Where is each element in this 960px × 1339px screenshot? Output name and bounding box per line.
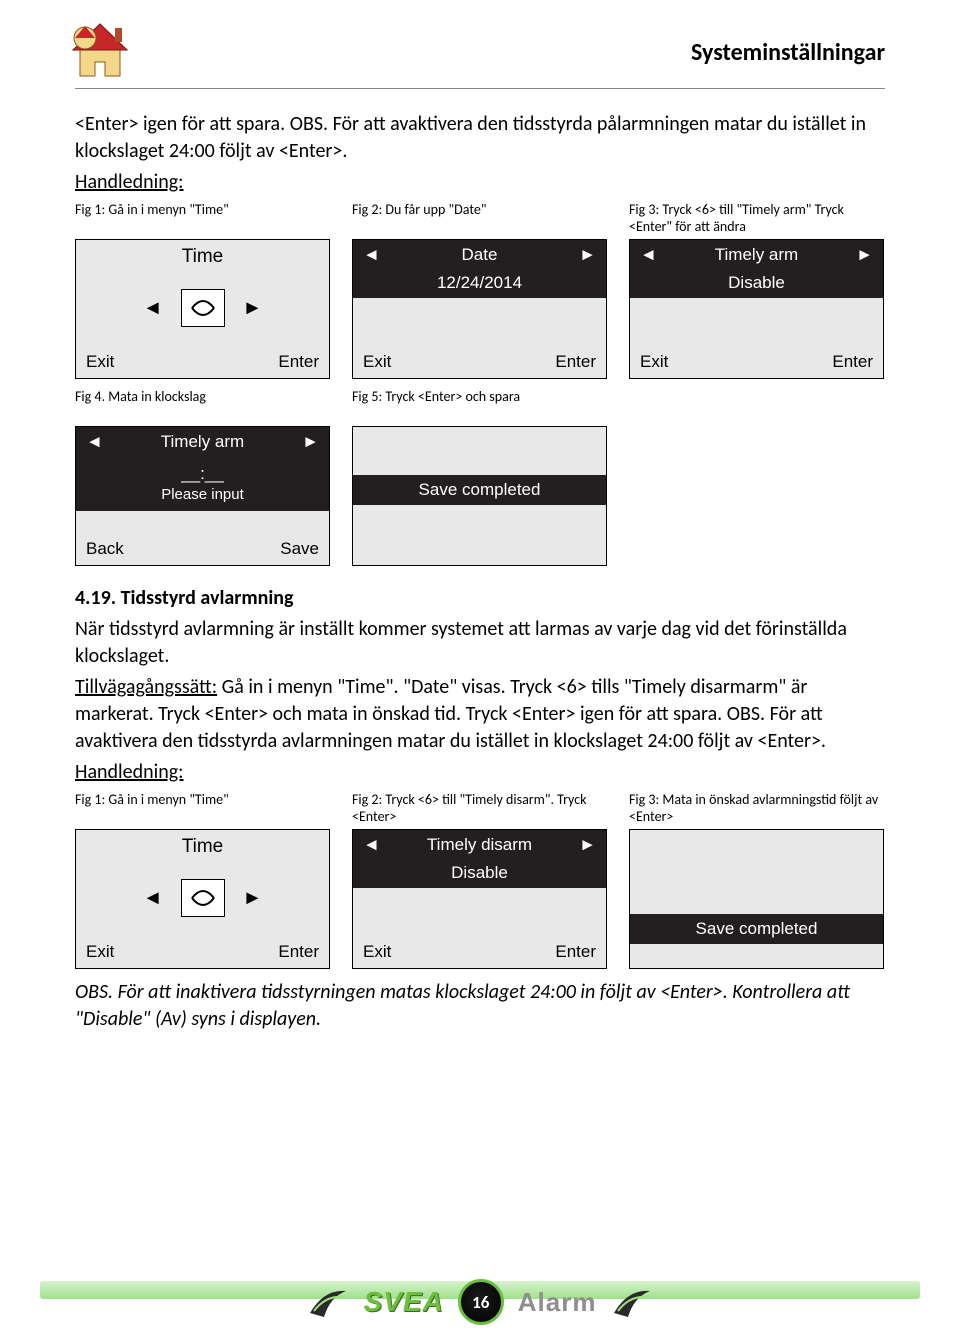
arrow-left-icon[interactable]: ◄	[640, 245, 657, 265]
swoosh-right-icon	[610, 1283, 654, 1321]
screen-timely-disarm: ◄ Timely disarm ► Disable Exit Enter	[352, 829, 607, 969]
arrow-right-icon[interactable]: ►	[243, 297, 263, 320]
enter-button[interactable]: Enter	[555, 352, 596, 372]
arrow-left-icon[interactable]: ◄	[363, 245, 380, 265]
fig1-caption: Fig 1: Gå in i menyn "Time"	[75, 202, 330, 236]
screen-save-completed-2: Save completed	[629, 829, 884, 969]
screen-timely-arm: ◄ Timely arm ► Disable Exit Enter	[629, 239, 884, 379]
fig1b-caption: Fig 1: Gå in i menyn "Time"	[75, 792, 330, 826]
fig5-caption: Fig 5: Tryck <Enter> och spara	[352, 389, 607, 423]
handledning-label-2: Handledning:	[75, 759, 885, 786]
section-p1: När tidsstyrd avlarmning är inställt kom…	[75, 616, 885, 670]
icon-nav-row: ◄ ►	[143, 289, 263, 327]
exit-button[interactable]: Exit	[363, 942, 391, 962]
top-bar: ◄ Timely disarm ►	[353, 830, 606, 860]
top-bar: ◄ Timely arm ►	[630, 240, 883, 270]
top-label: Timely arm	[715, 245, 798, 265]
screen-time-2: Time ◄ ► Exit Enter	[75, 829, 330, 969]
arrow-left-icon[interactable]: ◄	[143, 297, 163, 320]
fig4-caption: Fig 4. Mata in klockslag	[75, 389, 330, 423]
tillvaga-label: Tillvägagångssätt:	[75, 675, 217, 699]
screen-save-completed: Save completed	[352, 426, 607, 566]
house-icon	[65, 20, 135, 84]
page-number: 16	[458, 1279, 504, 1325]
arrow-right-icon[interactable]: ►	[856, 245, 873, 265]
fig1b-col: Fig 1: Gå in i menyn "Time" Time ◄ ► Exi…	[75, 792, 330, 969]
fig4-col: Fig 4. Mata in klockslag ◄ Timely arm ► …	[75, 389, 330, 566]
screen-please-input: ◄ Timely arm ► __:__ Please input Back S…	[75, 426, 330, 566]
fig2-caption: Fig 2: Du får upp "Date"	[352, 202, 607, 236]
enter-button[interactable]: Enter	[832, 352, 873, 372]
enter-button[interactable]: Enter	[555, 942, 596, 962]
page-title: Systeminställningar	[691, 38, 885, 67]
svea-logo: SVEA	[364, 1286, 444, 1318]
intro-text: <Enter> igen för att spara. OBS. För att…	[75, 111, 885, 165]
save-completed-label: Save completed	[696, 919, 818, 939]
arrow-left-icon[interactable]: ◄	[363, 835, 380, 855]
arrow-right-icon[interactable]: ►	[302, 432, 319, 452]
page-header: Systeminställningar	[75, 20, 885, 89]
save-completed-label: Save completed	[419, 480, 541, 500]
screen-date: ◄ Date ► 12/24/2014 Exit Enter	[352, 239, 607, 379]
arrow-left-icon[interactable]: ◄	[143, 887, 163, 910]
screen-title: Time	[76, 830, 329, 858]
fig3-col: Fig 3: Tryck <6> till "Timely arm" Tryck…	[629, 202, 884, 379]
top-label: Timely arm	[161, 432, 244, 452]
page-footer: SVEA 16 Alarm	[0, 1271, 960, 1339]
top-bar: ◄ Timely arm ►	[76, 427, 329, 457]
arrow-left-icon[interactable]: ◄	[86, 432, 103, 452]
section-p2: Tillvägagångssätt: Gå in i menyn "Time".…	[75, 674, 885, 755]
enter-button[interactable]: Enter	[278, 942, 319, 962]
fig2-col: Fig 2: Du får upp "Date" ◄ Date ► 12/24/…	[352, 202, 607, 379]
mid-bar: __:__ Please input	[76, 455, 329, 511]
mid-bar: Save completed	[353, 475, 606, 505]
figure-row-1: Fig 1: Gå in i menyn "Time" Time ◄ ► Exi…	[75, 202, 885, 379]
swoosh-left-icon	[306, 1283, 350, 1321]
date-value: 12/24/2014	[437, 273, 522, 293]
top-label: Timely disarm	[427, 835, 532, 855]
fig1-col: Fig 1: Gå in i menyn "Time" Time ◄ ► Exi…	[75, 202, 330, 379]
status-value: Disable	[451, 863, 508, 883]
top-bar: ◄ Date ►	[353, 240, 606, 270]
fig2b-caption: Fig 2: Tryck <6> till "Timely disarm". T…	[352, 792, 607, 826]
status-value: Disable	[728, 273, 785, 293]
time-input[interactable]: __:__	[181, 464, 224, 484]
exit-button[interactable]: Exit	[640, 352, 668, 372]
enter-button[interactable]: Enter	[278, 352, 319, 372]
save-button[interactable]: Save	[280, 539, 319, 559]
mid-bar: 12/24/2014	[353, 268, 606, 298]
icon-nav-row: ◄ ►	[143, 879, 263, 917]
section-heading: 4.19. Tidsstyrd avlarmning	[75, 586, 885, 610]
fig2b-col: Fig 2: Tryck <6> till "Timely disarm". T…	[352, 792, 607, 969]
figure-row-3: Fig 1: Gå in i menyn "Time" Time ◄ ► Exi…	[75, 792, 885, 969]
arrow-right-icon[interactable]: ►	[579, 835, 596, 855]
handledning-label: Handledning:	[75, 169, 885, 196]
mid-bar: Save completed	[630, 914, 883, 944]
exit-button[interactable]: Exit	[86, 352, 114, 372]
arrow-right-icon[interactable]: ►	[579, 245, 596, 265]
mid-bar: Disable	[353, 858, 606, 888]
fig3b-caption: Fig 3: Mata in önskad avlarmningstid föl…	[629, 792, 884, 826]
fig3b-col: Fig 3: Mata in önskad avlarmningstid föl…	[629, 792, 884, 969]
alarm-logo: Alarm	[518, 1287, 597, 1318]
figure-row-2: Fig 4. Mata in klockslag ◄ Timely arm ► …	[75, 389, 885, 566]
back-button[interactable]: Back	[86, 539, 124, 559]
clock-icon[interactable]	[181, 289, 225, 327]
fig5-col: Fig 5: Tryck <Enter> och spara Save comp…	[352, 389, 607, 566]
obs-note: OBS. För att inaktivera tidsstyrningen m…	[75, 979, 885, 1033]
screen-time: Time ◄ ► Exit Enter	[75, 239, 330, 379]
mid-bar: Disable	[630, 268, 883, 298]
fig3-caption: Fig 3: Tryck <6> till "Timely arm" Tryck…	[629, 202, 884, 236]
screen-title: Time	[76, 240, 329, 268]
arrow-right-icon[interactable]: ►	[243, 887, 263, 910]
prompt-label: Please input	[161, 486, 244, 503]
exit-button[interactable]: Exit	[86, 942, 114, 962]
clock-icon[interactable]	[181, 879, 225, 917]
exit-button[interactable]: Exit	[363, 352, 391, 372]
top-label: Date	[462, 245, 498, 265]
